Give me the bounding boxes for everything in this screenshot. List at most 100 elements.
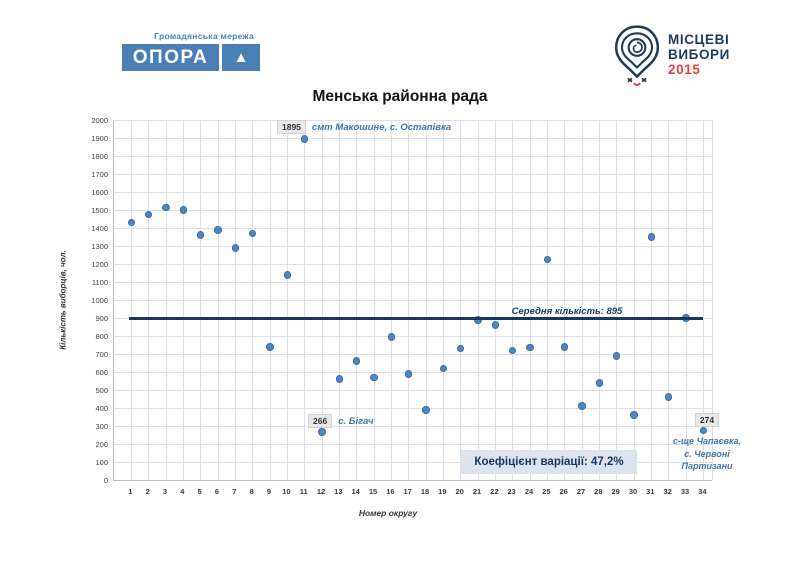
- h-gridline: [114, 137, 712, 139]
- v-gridline: [668, 120, 670, 480]
- v-gridline: [217, 120, 219, 480]
- data-point: [647, 233, 656, 241]
- x-tick-label: 27: [576, 487, 586, 496]
- x-tick-label: 32: [663, 487, 672, 496]
- v-gridline: [529, 120, 531, 480]
- data-point: [543, 255, 552, 264]
- data-point: [318, 428, 326, 436]
- y-tick-label: 1100: [91, 278, 108, 287]
- x-tick-label: 16: [386, 487, 395, 496]
- x-tick-label: 4: [180, 487, 185, 496]
- h-gridline: [114, 155, 712, 157]
- x-tick-label: 30: [628, 487, 638, 496]
- annotation-value-badge: 274: [694, 413, 720, 427]
- data-point: [300, 135, 309, 143]
- h-gridline: [114, 173, 712, 175]
- y-tick-label: 800: [95, 332, 108, 341]
- data-point: [664, 393, 673, 401]
- x-tick-label: 19: [438, 487, 447, 496]
- v-gridline: [373, 120, 375, 480]
- x-tick-label: 25: [542, 487, 551, 496]
- chart-title: Менська районна рада: [312, 88, 488, 105]
- x-tick-label: 14: [351, 487, 360, 496]
- data-point: [699, 426, 708, 435]
- x-tick-label: 8: [249, 487, 254, 496]
- v-gridline: [286, 120, 288, 480]
- v-gridline: [442, 120, 444, 480]
- x-tick-label: 22: [490, 487, 499, 496]
- y-tick-label: 1500: [91, 206, 108, 215]
- v-gridline: [425, 120, 427, 480]
- data-point: [196, 231, 205, 239]
- x-tick-label: 15: [368, 487, 378, 496]
- data-point: [387, 333, 396, 341]
- h-gridline: [114, 281, 712, 283]
- x-tick-label: 23: [507, 487, 516, 496]
- data-point: [526, 343, 534, 352]
- data-point: [439, 364, 448, 373]
- v-gridline: [356, 120, 358, 480]
- v-gridline: [304, 120, 306, 480]
- elections-line2: ВИБОРИ: [668, 47, 730, 62]
- v-gridline: [564, 120, 566, 480]
- data-point: [214, 226, 222, 234]
- data-point: [560, 343, 569, 351]
- v-gridline: [616, 120, 618, 480]
- v-gridline: [512, 120, 514, 480]
- data-point: [335, 375, 344, 383]
- y-tick-label: 200: [95, 440, 108, 449]
- x-tick-label: 10: [282, 487, 291, 496]
- v-gridline: [633, 120, 635, 480]
- h-gridline: [114, 227, 712, 229]
- data-point: [370, 373, 378, 382]
- y-tick-label: 1600: [91, 188, 108, 197]
- v-gridline: [494, 120, 496, 480]
- h-gridline: [114, 407, 712, 409]
- annotation-makoshyne: 1895 смт Макошине, с. Остапівка: [277, 120, 451, 134]
- y-tick-label: 1700: [91, 170, 108, 179]
- opora-triangle-icon: ▲: [222, 44, 260, 71]
- y-tick-label: 0: [103, 476, 108, 485]
- x-tick-label: 2: [145, 487, 150, 496]
- mean-line-label: Середня кількість: 895: [511, 305, 623, 317]
- y-tick-label: 700: [95, 350, 108, 359]
- data-point: [508, 346, 517, 355]
- h-gridline: [114, 245, 712, 247]
- x-tick-label: 6: [214, 487, 220, 496]
- v-gridline: [200, 120, 202, 480]
- v-gridline: [252, 120, 254, 480]
- annotation-text-line: Партизани: [681, 461, 733, 471]
- data-point: [595, 379, 604, 387]
- data-point: [456, 344, 465, 353]
- opora-logo: Громадянська мережа ОПОРА ▲: [122, 31, 260, 71]
- h-gridline: [114, 209, 712, 211]
- x-tick-label: 26: [559, 487, 568, 496]
- h-gridline: [114, 335, 712, 337]
- data-point: [127, 218, 136, 227]
- y-tick-label: 1800: [91, 152, 108, 161]
- h-gridline: [114, 353, 712, 355]
- data-point: [422, 406, 430, 414]
- data-point: [283, 271, 292, 279]
- x-tick-label: 18: [420, 487, 430, 496]
- y-tick-label: 1000: [91, 296, 108, 305]
- v-gridline: [598, 120, 600, 480]
- variation-coefficient-box: Коефіцієнт варіації: 47,2%: [461, 450, 637, 474]
- y-tick-label: 300: [95, 422, 108, 431]
- y-tick-label: 1400: [91, 224, 108, 233]
- data-point: [491, 321, 500, 329]
- y-tick-label: 1900: [91, 134, 108, 143]
- data-point: [266, 343, 274, 351]
- h-gridline: [114, 263, 712, 265]
- v-gridline: [234, 120, 236, 480]
- annotation-text: с. Бігач: [338, 415, 374, 427]
- y-tick-label: 1200: [91, 260, 108, 269]
- x-tick-label: 12: [316, 487, 326, 496]
- data-point: [248, 229, 257, 238]
- annotation-value-badge: 266: [308, 414, 333, 428]
- h-gridline: [114, 191, 712, 193]
- x-tick-label: 24: [524, 487, 534, 496]
- v-gridline: [711, 120, 713, 480]
- v-gridline: [477, 120, 479, 480]
